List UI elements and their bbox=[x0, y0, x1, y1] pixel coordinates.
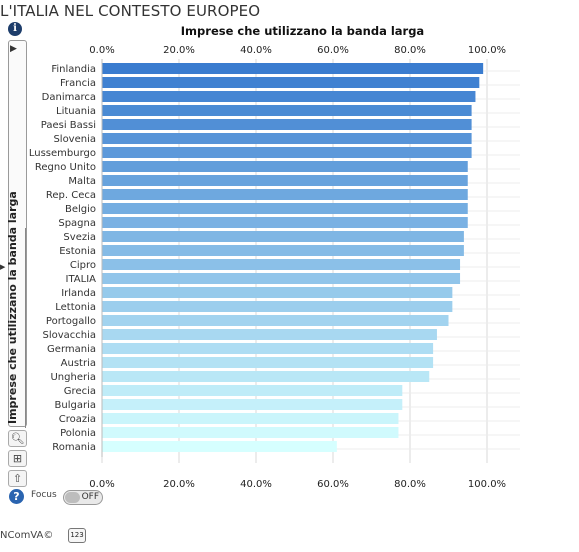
bar bbox=[102, 357, 434, 368]
category-label: Cipro bbox=[70, 260, 96, 271]
bar bbox=[102, 259, 461, 270]
bar bbox=[102, 63, 484, 74]
category-label: Spagna bbox=[58, 218, 96, 229]
bar bbox=[102, 175, 468, 186]
search-icon[interactable]: 🔍︎ bbox=[8, 430, 27, 447]
bar bbox=[102, 245, 464, 256]
toggle-knob bbox=[65, 492, 80, 503]
category-label: Austria bbox=[61, 358, 96, 369]
bar bbox=[102, 343, 434, 354]
category-label: Lettonia bbox=[55, 302, 96, 313]
page-title: L'ITALIA NEL CONTESTO EUROPEO bbox=[0, 2, 261, 20]
category-label: Slovacchia bbox=[42, 330, 96, 341]
x-tick-label-top: 20.0% bbox=[163, 45, 195, 56]
category-label: Portogallo bbox=[46, 316, 96, 327]
bar bbox=[102, 371, 430, 382]
category-label: Germania bbox=[47, 344, 96, 355]
bar bbox=[102, 399, 403, 410]
category-label: Grecia bbox=[64, 386, 96, 397]
category-label: Polonia bbox=[60, 428, 96, 439]
category-label: Finlandia bbox=[51, 64, 96, 75]
category-label: Malta bbox=[68, 176, 96, 187]
x-tick-label-bottom: 40.0% bbox=[240, 479, 272, 490]
side-panel bbox=[8, 40, 27, 427]
footer-brand: NComVA© bbox=[0, 530, 54, 541]
bar bbox=[102, 315, 449, 326]
x-tick-label-bottom: 60.0% bbox=[317, 479, 349, 490]
crop-icon[interactable]: ⊞ bbox=[8, 450, 27, 467]
chart-title: Imprese che utilizzano la banda larga bbox=[181, 24, 424, 38]
category-label: ITALIA bbox=[66, 274, 97, 285]
toggle-state: OFF bbox=[81, 492, 99, 502]
category-label: Croazia bbox=[59, 414, 96, 425]
category-label: Ungheria bbox=[50, 372, 96, 383]
x-tick-label-top: 80.0% bbox=[394, 45, 426, 56]
category-label: Regno Unito bbox=[35, 162, 96, 173]
bar bbox=[102, 189, 468, 200]
number-format-button[interactable]: 123 bbox=[68, 528, 86, 543]
bar bbox=[102, 385, 403, 396]
category-label: Francia bbox=[60, 78, 96, 89]
x-tick-label-bottom: 80.0% bbox=[394, 479, 426, 490]
category-label: Lituania bbox=[56, 106, 96, 117]
side-tab-divider bbox=[25, 228, 26, 428]
category-label: Bulgaria bbox=[55, 400, 96, 411]
category-label: Lussemburgo bbox=[29, 148, 96, 159]
category-label: Irlanda bbox=[61, 288, 96, 299]
bar bbox=[102, 133, 472, 144]
bar bbox=[102, 147, 472, 158]
export-icon[interactable]: ⇧ bbox=[8, 470, 27, 487]
bar bbox=[102, 91, 476, 102]
bar bbox=[102, 273, 461, 284]
bar bbox=[102, 217, 468, 228]
x-tick-label-top: 60.0% bbox=[317, 45, 349, 56]
bar bbox=[102, 119, 472, 130]
category-label: Estonia bbox=[59, 246, 96, 257]
category-label: Belgio bbox=[65, 204, 96, 215]
bar bbox=[102, 441, 337, 452]
bar bbox=[102, 301, 453, 312]
bar bbox=[102, 161, 468, 172]
focus-toggle[interactable]: OFF bbox=[63, 490, 103, 505]
category-label: Rep. Ceca bbox=[46, 190, 96, 201]
bar bbox=[102, 413, 399, 424]
category-label: Paesi Bassi bbox=[41, 120, 96, 131]
bar bbox=[102, 105, 472, 116]
category-label: Slovenia bbox=[53, 134, 96, 145]
collapse-arrow-icon[interactable]: ▶ bbox=[0, 263, 6, 271]
category-label: Romania bbox=[52, 442, 96, 453]
category-label: Svezia bbox=[63, 232, 96, 243]
x-tick-label-top: 100.0% bbox=[468, 45, 506, 56]
focus-label: Focus bbox=[31, 490, 57, 500]
x-tick-label-bottom: 100.0% bbox=[468, 479, 506, 490]
bar bbox=[102, 77, 480, 88]
x-tick-label-bottom: 20.0% bbox=[163, 479, 195, 490]
x-tick-label-top: 0.0% bbox=[89, 45, 114, 56]
help-icon[interactable]: ? bbox=[9, 489, 24, 504]
bar bbox=[102, 329, 437, 340]
x-tick-label-bottom: 0.0% bbox=[89, 479, 114, 490]
bar bbox=[102, 203, 468, 214]
bar bbox=[102, 287, 453, 298]
play-icon[interactable]: ▶ bbox=[10, 44, 17, 54]
bar bbox=[102, 231, 464, 242]
bar bbox=[102, 427, 399, 438]
category-label: Danimarca bbox=[42, 92, 96, 103]
info-icon[interactable]: i bbox=[8, 22, 22, 36]
x-tick-label-top: 40.0% bbox=[240, 45, 272, 56]
